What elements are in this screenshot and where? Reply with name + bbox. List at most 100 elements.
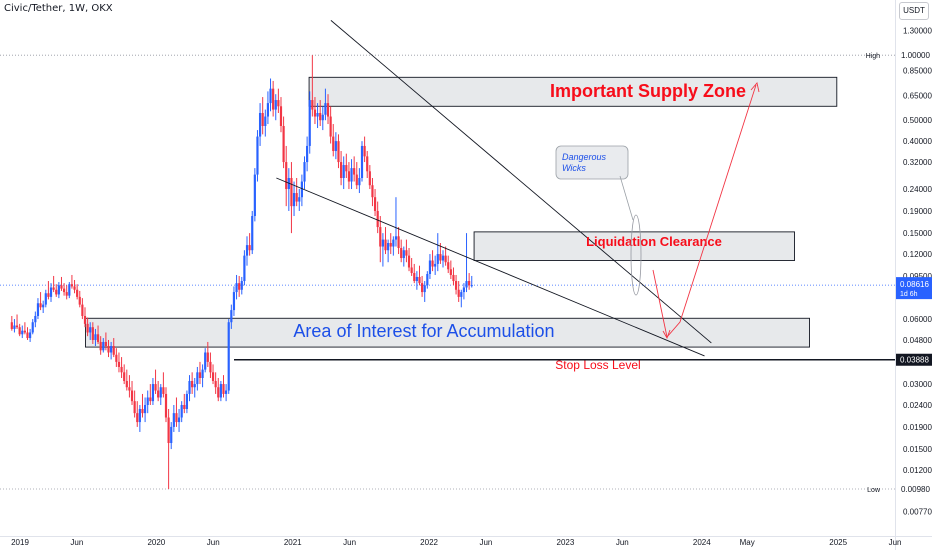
x-tick-label: 2022 — [420, 538, 438, 547]
projection-arrow-down — [662, 329, 671, 340]
candle-body — [397, 236, 400, 248]
candle-body — [238, 283, 241, 290]
candle-body — [42, 304, 45, 308]
callout-pointer — [619, 175, 634, 221]
candle-body — [436, 254, 439, 264]
candle-body — [366, 156, 369, 172]
callout-line-2: Wicks — [562, 163, 586, 173]
candle-body — [26, 332, 29, 339]
y-tick-label: 0.09500 — [903, 272, 932, 281]
y-tick-label: 0.15000 — [903, 229, 932, 238]
candle-body — [421, 283, 424, 293]
candle-body — [112, 346, 115, 355]
candle-body — [248, 245, 251, 251]
candle-body — [410, 267, 413, 274]
candle-body — [110, 346, 113, 353]
candle-body — [360, 145, 364, 178]
candle-body — [277, 100, 280, 107]
candle-body — [138, 408, 141, 423]
candle-body — [23, 330, 26, 333]
y-tick-label: 0.85000 — [903, 66, 932, 75]
y-tick-label: 0.06000 — [903, 315, 932, 324]
candle-body — [264, 116, 267, 127]
x-tick-label: 2023 — [557, 538, 575, 547]
candle-body — [94, 334, 97, 340]
x-tick-label: 2019 — [11, 538, 29, 547]
candle-body — [204, 352, 207, 370]
candle-body — [44, 293, 47, 305]
y-tick-label: 0.12000 — [903, 250, 932, 259]
y-tick-label: 0.24000 — [903, 185, 932, 194]
candle-body — [332, 136, 335, 152]
candle-body — [400, 247, 403, 259]
candle-body — [227, 322, 230, 391]
candle-body — [306, 145, 309, 163]
candle-body — [154, 384, 157, 391]
candle-body — [115, 354, 118, 362]
candle-body — [290, 177, 293, 207]
candle-body — [462, 287, 466, 293]
candle-body — [240, 281, 243, 290]
callout-box — [555, 145, 629, 180]
candle-body — [91, 327, 94, 340]
currency-button[interactable]: USDT — [899, 2, 929, 20]
candle-body — [337, 141, 340, 163]
candle-body — [449, 269, 452, 275]
candle-body — [55, 289, 58, 295]
candle-body — [468, 281, 471, 286]
candle-body — [431, 260, 434, 267]
candle-body — [196, 372, 199, 385]
stop-loss-badge — [896, 353, 932, 366]
candle-body — [334, 141, 337, 152]
candle-body — [68, 284, 71, 296]
x-tick-label: 2024 — [693, 538, 711, 547]
candle-body — [407, 255, 411, 268]
candle-body — [300, 181, 303, 198]
candle-body — [235, 283, 238, 293]
candle-body — [49, 287, 53, 297]
x-tick-label: Jun — [207, 538, 220, 547]
candle-body — [319, 112, 322, 121]
candle-body — [353, 168, 356, 175]
candle-body — [107, 346, 110, 353]
candle-body — [243, 255, 246, 282]
candle-body — [285, 162, 288, 190]
candle-body — [183, 404, 186, 409]
candle-body — [31, 322, 34, 333]
candle-body — [73, 286, 76, 290]
candle-body — [117, 361, 121, 367]
y-tick-label: 0.00770 — [903, 508, 932, 517]
candle-body — [172, 413, 175, 427]
x-tick-label: Jun — [70, 538, 83, 547]
candle-body — [434, 263, 437, 267]
candle-body — [350, 168, 353, 182]
candle-body — [413, 273, 416, 282]
candle-body — [136, 413, 139, 423]
candle-body — [222, 384, 225, 394]
candle-body — [10, 322, 13, 329]
candle-body — [188, 380, 191, 394]
y-tick-label: 0.01500 — [903, 445, 932, 454]
last-price-badge — [896, 277, 932, 300]
candle-body — [133, 401, 136, 414]
candle-body — [326, 103, 330, 117]
candle-body — [392, 239, 395, 247]
candle-body — [70, 284, 74, 287]
candle-body — [373, 197, 377, 211]
projection-path — [652, 84, 757, 338]
candle-body — [78, 296, 81, 305]
candle-body — [384, 239, 387, 251]
candle-body — [457, 289, 460, 297]
candle-body — [60, 285, 63, 289]
candle-body — [274, 100, 277, 110]
candle-body — [394, 236, 398, 240]
candle-body — [321, 114, 324, 121]
candle-body — [298, 197, 301, 202]
candle-body — [99, 341, 102, 351]
candle-body — [258, 112, 262, 137]
y-tick-label: 0.04800 — [903, 336, 932, 345]
candle-body — [303, 162, 306, 182]
candle-body — [149, 397, 152, 402]
candle-body — [324, 103, 327, 115]
